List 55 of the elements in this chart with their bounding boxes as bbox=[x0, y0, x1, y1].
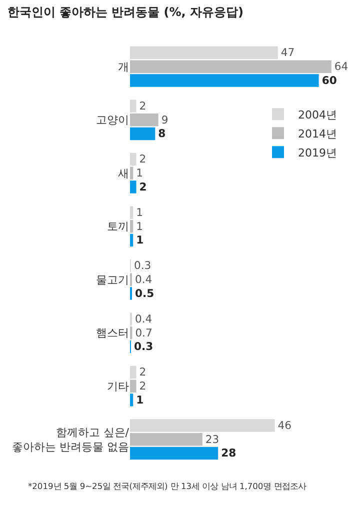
y-tick-label: 함께하고 싶은/ 좋아하는 반려등물 없음 bbox=[12, 426, 130, 454]
data-label: 2 bbox=[139, 366, 146, 379]
y-tick-label: 고양이 bbox=[96, 114, 129, 127]
data-label: 64 bbox=[334, 60, 348, 74]
bar bbox=[130, 394, 134, 406]
data-label: 28 bbox=[221, 446, 236, 460]
y-tick-label: 햄스터 bbox=[96, 326, 129, 340]
bar bbox=[130, 100, 136, 112]
data-label: 0.7 bbox=[135, 326, 152, 340]
data-label: 1 bbox=[136, 166, 144, 180]
data-label: 2 bbox=[139, 99, 146, 112]
y-tick-label: 기타 bbox=[107, 380, 129, 393]
data-label: 23 bbox=[205, 432, 220, 446]
text: *2019년 5월 9~25일 전국(제주제외) 만 13세 이상 남녀 1,700명 면접조사 bbox=[28, 481, 306, 491]
data-label: 8 bbox=[158, 127, 166, 140]
bar bbox=[130, 127, 156, 140]
data-label: 60 bbox=[322, 74, 337, 87]
data-label: 2 bbox=[139, 180, 147, 194]
bar bbox=[130, 114, 158, 126]
data-label: 1 bbox=[136, 234, 144, 247]
bar bbox=[130, 220, 134, 233]
bar bbox=[130, 380, 136, 392]
data-label: 0.3 bbox=[134, 259, 152, 272]
bar bbox=[130, 60, 332, 73]
legend-label: 2004년 bbox=[298, 108, 337, 122]
bar bbox=[130, 234, 134, 247]
bar bbox=[130, 166, 134, 180]
bar bbox=[130, 46, 278, 60]
bar bbox=[130, 206, 134, 219]
bar bbox=[130, 446, 218, 460]
data-label: 2 bbox=[139, 380, 146, 393]
data-label: 0.3 bbox=[134, 340, 154, 354]
data-label: 47 bbox=[280, 46, 295, 60]
legend-label: 2019년 bbox=[298, 146, 337, 160]
data-label: 0.4 bbox=[135, 273, 152, 286]
data-label: 1 bbox=[136, 220, 144, 233]
y-tick-label: 새 bbox=[118, 166, 129, 180]
data-label: 46 bbox=[278, 418, 292, 432]
bar bbox=[130, 366, 136, 379]
y-tick-label: 토끼 bbox=[107, 220, 129, 234]
data-label: 9 bbox=[161, 113, 168, 126]
data-label: 1 bbox=[136, 206, 144, 219]
y-tick-label: 개 bbox=[118, 60, 129, 74]
y-tick-label: 물고기 bbox=[96, 273, 129, 286]
bar bbox=[130, 152, 136, 166]
bar bbox=[130, 419, 275, 432]
bar bbox=[130, 180, 136, 194]
data-label: 0.4 bbox=[135, 312, 152, 326]
bar bbox=[130, 433, 202, 446]
legend-label: 2014년 bbox=[298, 127, 337, 140]
bar bbox=[130, 74, 319, 87]
data-label: 2 bbox=[139, 152, 146, 166]
data-label: 1 bbox=[136, 393, 144, 406]
chart-title: 한국인이 좋아하는 반려동물 (%, 자유응답) bbox=[7, 5, 244, 20]
data-label: 0.5 bbox=[135, 286, 154, 300]
